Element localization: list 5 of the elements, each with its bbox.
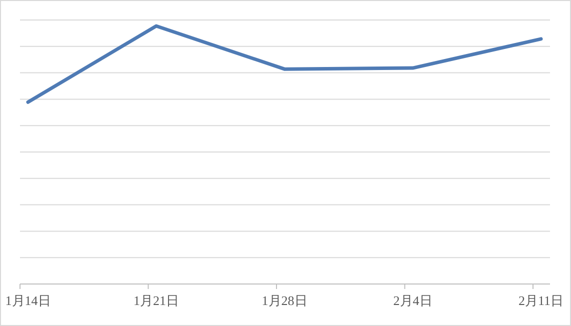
x-tick-label: 1月14日 (5, 293, 51, 308)
x-tick-label: 1月28日 (262, 293, 308, 308)
x-tick-label: 2月11日 (518, 293, 564, 308)
x-tick-label: 2月4日 (393, 293, 432, 308)
x-tick-label: 1月21日 (134, 293, 179, 308)
